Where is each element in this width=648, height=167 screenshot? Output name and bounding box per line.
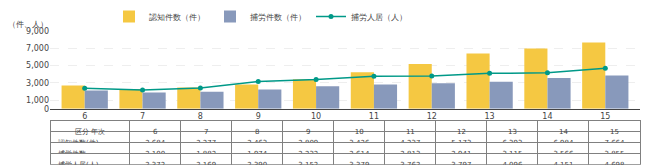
svg-text:4,698: 4,698 (604, 161, 624, 165)
svg-text:12: 12 (427, 112, 437, 121)
svg-text:3,000: 3,000 (26, 79, 49, 88)
svg-text:13: 13 (485, 112, 495, 121)
svg-text:12: 12 (457, 128, 466, 136)
svg-text:4,151: 4,151 (553, 161, 573, 165)
svg-text:7,000: 7,000 (26, 44, 49, 53)
svg-text:（件、人）: （件、人） (8, 20, 48, 29)
svg-text:13: 13 (508, 128, 517, 136)
svg-text:0: 0 (44, 105, 49, 114)
svg-text:14: 14 (559, 128, 568, 136)
svg-text:6: 6 (82, 112, 87, 121)
svg-text:11: 11 (406, 128, 415, 136)
svg-text:捕労人居（人）: 捕労人居（人） (351, 13, 407, 22)
svg-text:5,000: 5,000 (26, 61, 49, 70)
svg-text:区分 年次: 区分 年次 (75, 128, 105, 136)
svg-text:2,372: 2,372 (145, 161, 165, 165)
svg-text:1,000: 1,000 (26, 96, 49, 105)
svg-text:3,152: 3,152 (298, 161, 318, 165)
svg-text:捕労件数（件）: 捕労件数（件） (250, 13, 306, 22)
svg-text:3,797: 3,797 (451, 161, 471, 165)
svg-text:8: 8 (255, 128, 259, 136)
svg-text:3,379: 3,379 (349, 161, 369, 165)
svg-text:認知件数（件）: 認知件数（件） (149, 13, 205, 22)
svg-text:14: 14 (542, 112, 552, 121)
svg-text:8: 8 (198, 112, 203, 121)
svg-text:4,096: 4,096 (502, 161, 523, 165)
svg-text:6: 6 (153, 128, 158, 136)
svg-text:9: 9 (256, 112, 261, 121)
svg-text:15: 15 (600, 112, 610, 121)
svg-text:7: 7 (140, 112, 145, 121)
svg-text:2,169: 2,169 (196, 161, 216, 165)
svg-text:3,762: 3,762 (400, 161, 420, 165)
svg-text:2,390: 2,390 (247, 161, 267, 165)
svg-text:11: 11 (369, 112, 379, 121)
svg-text:10: 10 (311, 112, 321, 121)
svg-text:捕労人居(人): 捕労人居(人) (58, 161, 99, 165)
svg-text:15: 15 (610, 128, 619, 136)
svg-text:10: 10 (355, 128, 364, 136)
svg-text:9: 9 (306, 128, 310, 136)
svg-text:7: 7 (204, 128, 208, 136)
svg-text:9,000: 9,000 (26, 27, 49, 36)
